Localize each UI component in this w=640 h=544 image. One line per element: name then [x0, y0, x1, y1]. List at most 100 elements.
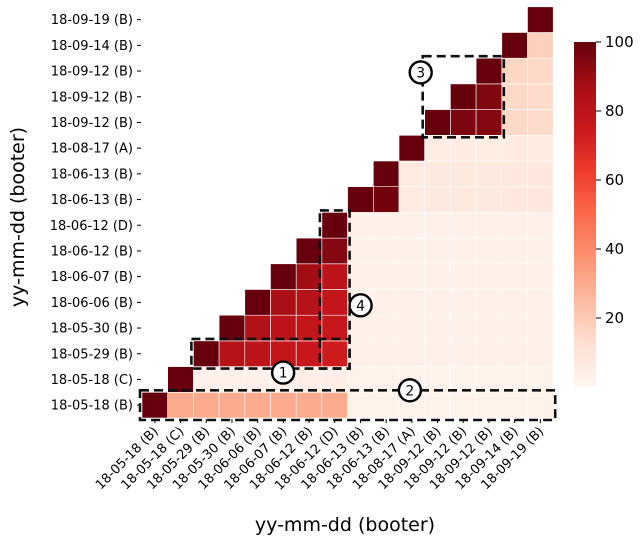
heatmap-cell — [347, 263, 374, 290]
x-tick-labels: 18-05-18 (B)18-05-18 (C)18-05-29 (B)18-0… — [93, 419, 547, 494]
annotation-label: 1 — [279, 366, 288, 382]
heatmap-cell — [501, 32, 528, 59]
heatmap-cell — [347, 186, 374, 213]
heatmap-cell — [167, 391, 194, 419]
y-tick-label: 18-05-18 (C) — [51, 373, 133, 388]
heatmap-cell — [450, 263, 477, 290]
heatmap-cell — [475, 186, 503, 213]
heatmap-cell — [372, 263, 400, 290]
heatmap-cell — [347, 212, 374, 239]
heatmap-cell — [295, 340, 323, 367]
heatmap-cell — [450, 160, 477, 188]
annotation-badge — [397, 378, 423, 403]
heatmap-cell — [424, 212, 451, 239]
heatmap-cell — [424, 289, 451, 316]
heatmap-cell — [270, 314, 297, 342]
heatmap-cell — [450, 109, 477, 136]
heatmap-cell — [244, 340, 271, 367]
heatmap-cell — [450, 366, 477, 393]
heatmap-cell — [424, 263, 451, 290]
heatmap-cell — [270, 263, 297, 290]
heatmap-cell — [244, 289, 271, 316]
y-tick-label: 18-09-12 (B) — [51, 90, 133, 105]
heatmap-cell — [218, 314, 246, 342]
heatmap-cell — [475, 135, 503, 162]
heatmap-cell — [321, 212, 348, 239]
heatmap-cell — [295, 289, 323, 316]
heatmap-cell — [372, 160, 400, 188]
heatmap-cell — [501, 289, 528, 316]
annotation-label: 4 — [356, 298, 365, 314]
heatmap-cell — [295, 366, 323, 393]
callout-annotations: 1 2 3 4 — [138, 54, 557, 422]
heatmap-cell — [450, 186, 477, 213]
heatmap-cell — [450, 340, 477, 367]
heatmap-cell — [475, 314, 503, 342]
heatmap-cell — [527, 237, 554, 265]
heatmap-cell — [501, 237, 528, 265]
heatmap-cell — [424, 391, 451, 419]
heatmap-cell — [321, 391, 348, 419]
heatmap-cell — [475, 391, 503, 419]
annotation-label: 3 — [416, 65, 425, 81]
heatmap-cell — [321, 237, 348, 265]
heatmap-cell — [527, 160, 554, 188]
heatmap-cell — [450, 391, 477, 419]
heatmap-cell — [501, 366, 528, 393]
heatmap-cell — [193, 366, 220, 393]
heatmap-cell — [475, 340, 503, 367]
heatmap-cell — [501, 314, 528, 342]
heatmap-cell — [501, 340, 528, 367]
heatmap-cell — [244, 366, 271, 393]
y-tick-label: 18-06-07 (B) — [51, 270, 133, 285]
colorbar-gradient — [574, 42, 596, 387]
heatmap-cell — [475, 160, 503, 188]
heatmap-cell — [450, 83, 477, 110]
heatmap-cell — [372, 340, 400, 367]
heatmap-cell — [527, 135, 554, 162]
y-tick-label: 18-05-29 (B) — [51, 347, 133, 362]
heatmap-cell — [218, 366, 246, 393]
heatmap-cell — [475, 83, 503, 110]
heatmap-cell — [218, 391, 246, 419]
y-tick-label: 18-05-30 (B) — [51, 322, 133, 337]
heatmap-cell — [527, 83, 554, 110]
heatmap-cell — [450, 212, 477, 239]
heatmap-cell — [347, 391, 374, 419]
heatmap-cell — [501, 263, 528, 290]
y-tick-label: 18-06-12 (D) — [50, 219, 133, 234]
y-tick-label: 18-09-19 (B) — [51, 13, 133, 28]
heatmap-cell — [141, 391, 169, 419]
heatmap-cell — [527, 314, 554, 342]
colorbar-tick-label: 100 — [605, 33, 634, 51]
heatmap-cell — [398, 289, 426, 316]
heatmap-cell — [398, 237, 426, 265]
heatmap-cell — [527, 6, 554, 33]
y-tick-label: 18-06-13 (B) — [51, 193, 133, 208]
heatmap-cell — [398, 212, 426, 239]
heatmap-cell — [527, 212, 554, 239]
heatmap-cell — [295, 314, 323, 342]
heatmap-cell — [424, 340, 451, 367]
heatmap-cell — [527, 263, 554, 290]
heatmap-cell — [527, 289, 554, 316]
heatmap-cell — [347, 314, 374, 342]
heatmap-cell — [527, 391, 554, 419]
y-tick-label: 18-06-13 (B) — [51, 167, 133, 182]
y-tick-label: 18-08-17 (A) — [51, 142, 133, 157]
heatmap-cell — [501, 57, 528, 85]
annotation-badge — [270, 360, 296, 385]
heatmap-cell — [501, 391, 528, 419]
heatmap-cell — [321, 289, 348, 316]
heatmap-cell — [424, 237, 451, 265]
colorbar-tick-label: 80 — [605, 102, 624, 120]
heatmap-cell — [527, 366, 554, 393]
heatmap-cell — [424, 314, 451, 342]
heatmap-cell — [501, 186, 528, 213]
y-tick-label: 18-06-06 (B) — [51, 296, 133, 311]
colorbar-tick-label: 60 — [605, 171, 624, 189]
heatmap-cell — [372, 366, 400, 393]
annotation-badge — [408, 60, 433, 85]
heatmap-cell — [475, 366, 503, 393]
heatmap-cell — [501, 109, 528, 136]
